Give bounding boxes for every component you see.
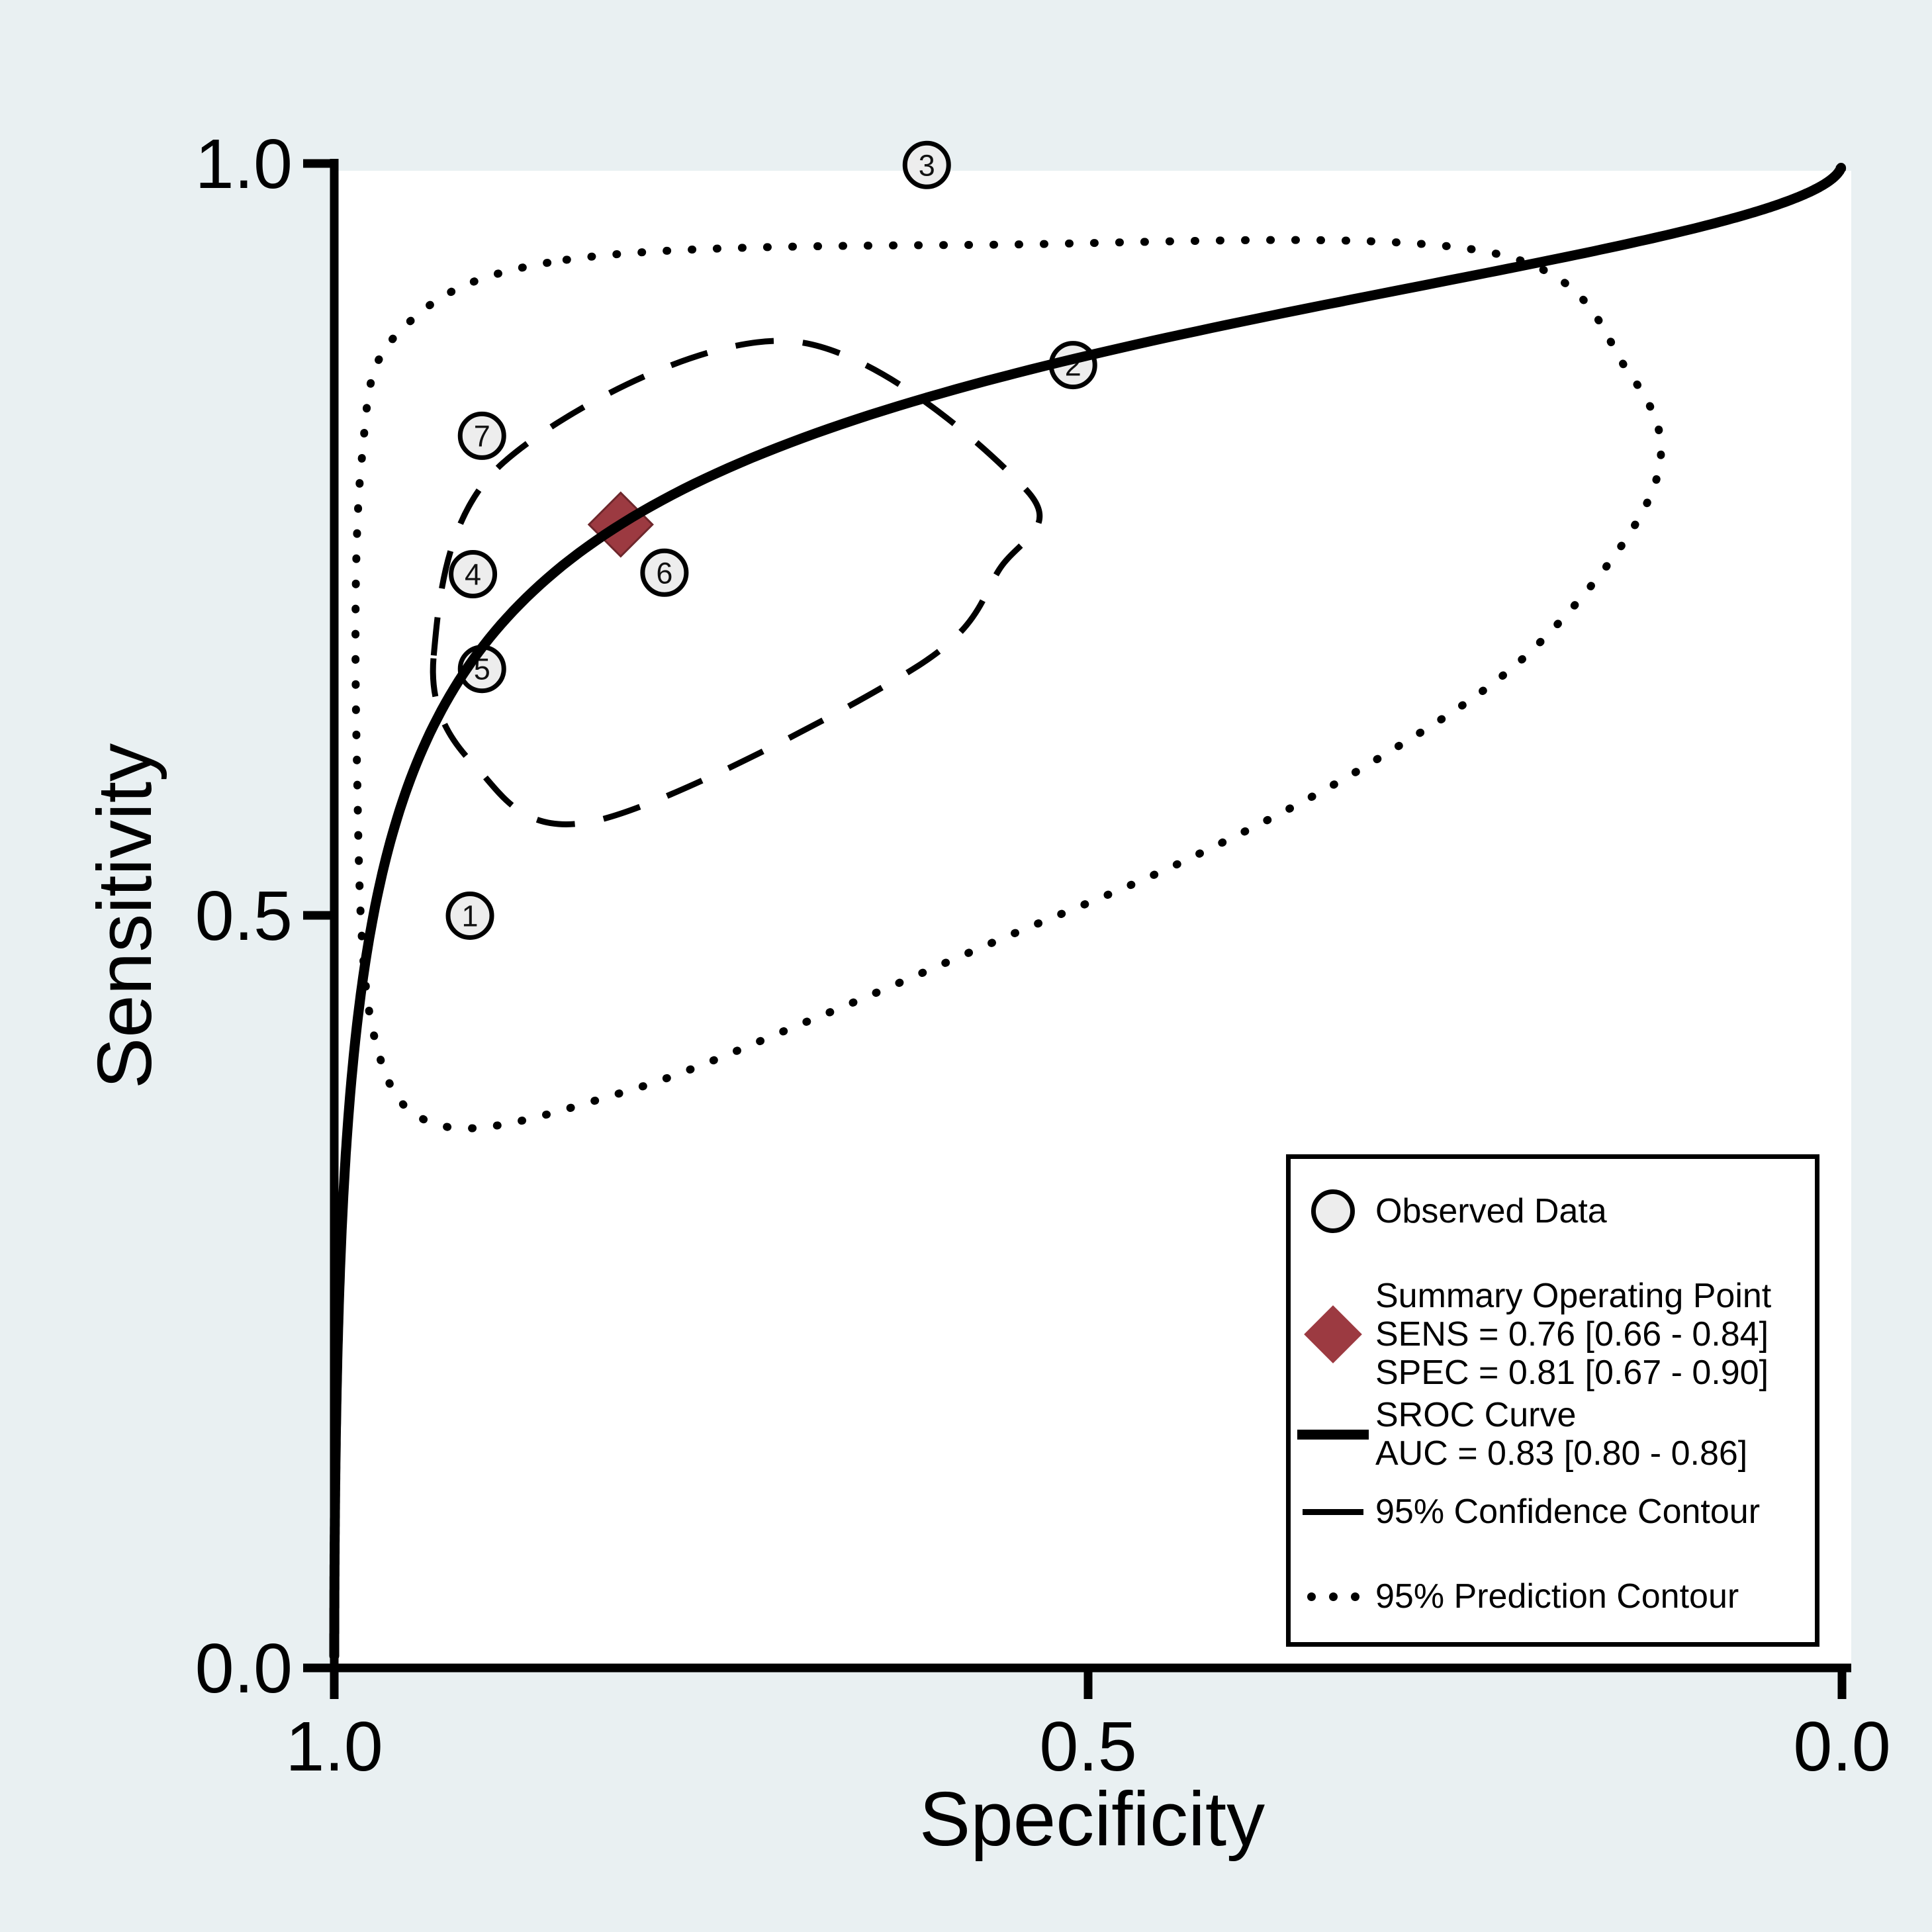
y-tick-label-0: 0.0 [195, 1630, 293, 1708]
x-tick-label-05: 0.5 [1039, 1708, 1136, 1786]
legend-summary-spec: SPEC = 0.81 [0.67 - 0.90] [1375, 1354, 1769, 1392]
x-axis-title: Specificity [919, 1776, 1265, 1862]
summary-point-marker-icon [1291, 1305, 1375, 1363]
observed-point-label-6: 6 [656, 556, 672, 590]
legend-row-confidence: 95% Confidence Contour [1291, 1493, 1815, 1531]
legend-observed-label: Observed Data [1375, 1192, 1607, 1230]
observed-point-label-4: 4 [465, 558, 481, 592]
confidence-contour-marker-icon [1291, 1508, 1375, 1515]
x-tick-label-1: 1.0 [285, 1708, 383, 1786]
legend-sroc-title: SROC Curve [1375, 1396, 1577, 1434]
legend-sroc-auc: AUC = 0.83 [0.80 - 0.86] [1375, 1434, 1748, 1473]
legend-row-prediction: 95% Prediction Contour [1291, 1577, 1815, 1616]
legend-row-observed: Observed Data [1291, 1189, 1815, 1233]
observed-point-3 [902, 140, 951, 189]
prediction-contour [351, 236, 1665, 1132]
legend-row-summary: Summary Operating Point SENS = 0.76 [0.6… [1291, 1277, 1815, 1392]
legend-row-sroc: SROC Curve AUC = 0.83 [0.80 - 0.86] [1291, 1396, 1815, 1473]
y-tick-label-1: 1.0 [195, 125, 293, 203]
x-tick-label-0: 0.0 [1793, 1708, 1890, 1786]
y-axis-title: Sensitivity [81, 743, 167, 1089]
legend-summary-title: Summary Operating Point [1375, 1277, 1772, 1315]
contour-layer [351, 236, 1665, 1132]
observed-point-label-3: 3 [919, 148, 935, 182]
observed-point-7 [457, 411, 506, 460]
prediction-contour-marker-icon [1291, 1592, 1375, 1601]
observed-data-marker-icon [1291, 1189, 1375, 1233]
observed-point-label-7: 7 [474, 419, 490, 453]
observed-point-4 [449, 550, 498, 599]
confidence-contour [430, 338, 1043, 827]
observed-point-1 [445, 892, 494, 940]
legend-summary-sens: SENS = 0.76 [0.66 - 0.84] [1375, 1315, 1769, 1354]
legend-confidence-label: 95% Confidence Contour [1375, 1493, 1761, 1531]
legend-box: Observed Data Summary Operating Point SE… [1286, 1154, 1819, 1647]
sroc-curve-marker-icon [1291, 1429, 1375, 1440]
observed-point-6 [640, 548, 689, 597]
observed-point-label-1: 1 [462, 899, 479, 933]
y-tick-label-05: 0.5 [195, 877, 293, 955]
legend-prediction-label: 95% Prediction Contour [1375, 1577, 1739, 1616]
